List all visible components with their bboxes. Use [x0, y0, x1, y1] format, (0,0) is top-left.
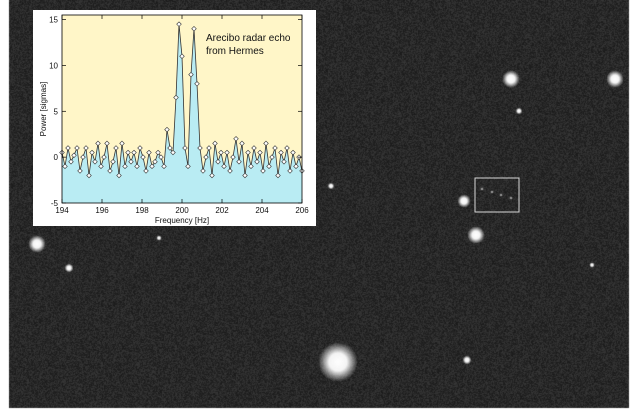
- starfield-photo: [0, 0, 632, 412]
